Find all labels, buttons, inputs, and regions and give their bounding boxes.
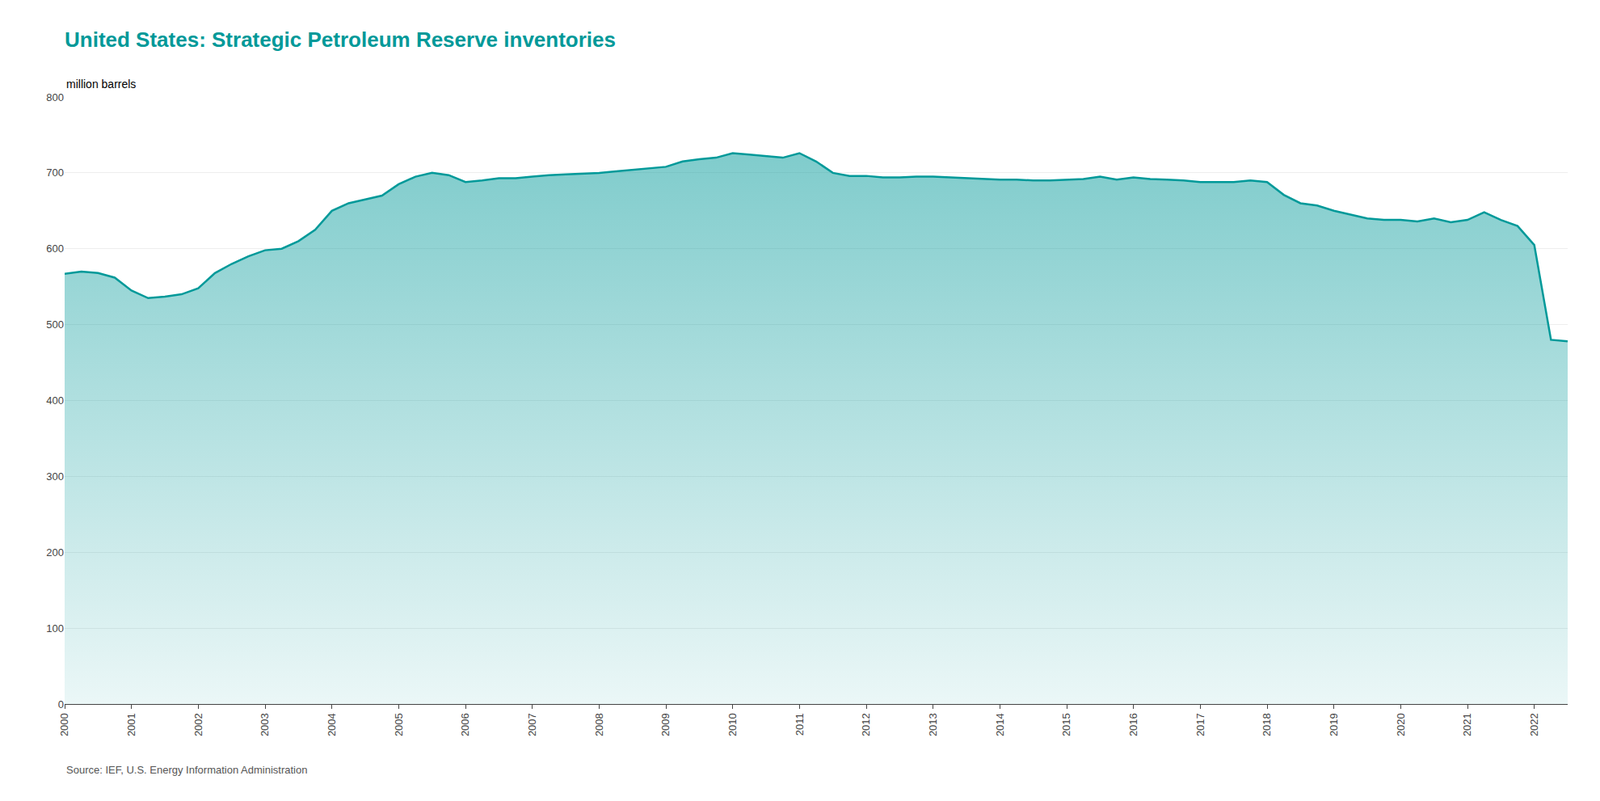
- svg-text:400: 400: [46, 394, 64, 407]
- svg-text:100: 100: [46, 622, 64, 635]
- svg-text:2005: 2005: [392, 712, 405, 737]
- svg-text:800: 800: [46, 91, 64, 104]
- svg-text:2012: 2012: [859, 712, 872, 737]
- svg-text:2016: 2016: [1127, 712, 1140, 737]
- svg-text:2006: 2006: [458, 712, 472, 737]
- svg-text:2004: 2004: [325, 712, 338, 737]
- svg-text:2011: 2011: [793, 712, 806, 736]
- svg-text:2007: 2007: [526, 712, 539, 737]
- svg-text:2003: 2003: [258, 712, 271, 737]
- svg-text:600: 600: [46, 242, 64, 255]
- svg-text:2020: 2020: [1394, 712, 1407, 737]
- svg-text:2021: 2021: [1461, 712, 1474, 737]
- svg-text:2014: 2014: [993, 712, 1007, 737]
- svg-text:2015: 2015: [1060, 712, 1073, 737]
- svg-text:2000: 2000: [58, 712, 71, 737]
- svg-text:2002: 2002: [192, 712, 205, 737]
- svg-text:million barrels: million barrels: [66, 77, 136, 91]
- svg-text:300: 300: [46, 470, 64, 483]
- svg-text:2008: 2008: [593, 712, 606, 737]
- svg-text:2017: 2017: [1194, 712, 1207, 737]
- svg-text:200: 200: [46, 546, 64, 559]
- svg-text:United States: Strategic Petro: United States: Strategic Petroleum Reser…: [64, 27, 616, 52]
- svg-text:2009: 2009: [659, 712, 672, 737]
- svg-text:2010: 2010: [726, 712, 739, 737]
- svg-text:Source: IEF, U.S. Energy Infor: Source: IEF, U.S. Energy Information Adm…: [66, 763, 308, 776]
- svg-text:2022: 2022: [1528, 712, 1541, 737]
- svg-text:0: 0: [58, 698, 64, 711]
- svg-text:700: 700: [46, 166, 64, 179]
- svg-text:2018: 2018: [1260, 712, 1273, 737]
- svg-text:2013: 2013: [926, 712, 939, 737]
- svg-text:2001: 2001: [125, 712, 138, 737]
- svg-text:2019: 2019: [1327, 712, 1340, 737]
- svg-text:500: 500: [46, 318, 64, 331]
